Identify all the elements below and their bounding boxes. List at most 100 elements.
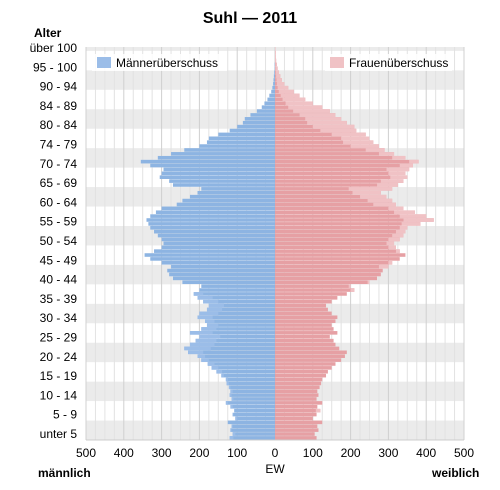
male-bar [234,408,275,413]
age-label: 35 - 39 [40,292,78,306]
female-surplus-bar [388,245,396,250]
female-bar [275,408,321,413]
male-bar [206,323,275,327]
female-bar [275,315,338,320]
male-bar [203,299,275,304]
legend-female-box [325,54,452,71]
male-bar [197,296,275,300]
female-bar [275,132,366,137]
male-bar [159,175,275,179]
female-surplus-bar [388,237,400,242]
female-surplus-bar [285,101,313,106]
female-surplus-bar [367,198,393,203]
male-bar [140,159,275,164]
female-bar [275,346,340,351]
male-bar [161,261,275,265]
male-bar [169,272,275,277]
male-bar [150,214,275,218]
female-surplus-bar [388,261,393,265]
male-bar [225,377,275,382]
female-surplus-bar [341,136,370,141]
male-bar [230,389,275,394]
age-label: unter 5 [40,427,78,441]
male-bar [226,381,275,386]
male-bar [206,307,275,312]
female-surplus-bar [343,140,374,144]
female-bar [275,397,317,401]
male-bar [182,280,275,285]
male-bar [157,155,275,160]
bars-layer [140,47,434,440]
x-tick-label: 400 [114,446,134,460]
age-label: 60 - 64 [40,195,78,209]
female-surplus-bar [395,249,400,253]
female-bar [275,253,406,257]
female-surplus-bar [388,171,406,176]
male-surplus-bar [229,393,232,397]
male-surplus-bar [230,389,233,394]
female-surplus-bar [307,120,347,125]
age-label: 50 - 54 [40,234,78,248]
male-side-label: männlich [38,466,91,480]
female-surplus-bar [399,225,408,230]
age-label: 25 - 29 [40,331,78,345]
female-bar [275,358,342,362]
female-surplus-bar [282,97,306,102]
female-surplus-bar [401,222,421,226]
male-bar [211,366,275,370]
male-surplus-bar [203,299,219,304]
male-surplus-bar [228,385,231,390]
male-bar [161,237,275,242]
female-bar [275,175,408,179]
male-surplus-bar [221,373,224,378]
male-bar [273,78,275,82]
female-bar [275,202,396,207]
male-surplus-bar [231,397,234,401]
female-bar [275,268,383,273]
female-surplus-bar [299,113,336,117]
female-bar [275,338,334,343]
female-bar [275,218,434,222]
male-surplus-bar [231,424,233,429]
chart-title: Suhl — 2011 [202,10,298,27]
x-tick-label: 100 [227,446,247,460]
male-bar [201,327,275,331]
female-surplus-bar [280,93,300,98]
female-surplus-bar [288,105,323,109]
male-surplus-bar [201,358,209,362]
male-bar [163,241,275,246]
female-bar [275,292,347,296]
female-surplus-bar [373,202,396,207]
female-surplus-bar [380,179,404,183]
female-bar [275,350,347,355]
male-bar [193,292,275,296]
female-surplus-bar [277,85,289,90]
male-surplus-bar [232,432,236,436]
female-bar [275,276,378,281]
female-bar [275,327,334,331]
age-label: 80 - 84 [40,118,78,132]
female-surplus-bar [276,74,281,78]
female-bar [275,299,332,304]
male-bar [146,218,275,222]
female-bar [275,393,319,397]
x-tick-label: 500 [76,446,96,460]
female-bar [275,381,322,386]
female-bar [275,369,328,374]
female-bar [275,362,336,366]
female-surplus-bar [348,187,393,191]
age-label: 55 - 59 [40,215,78,229]
female-bar [275,385,320,390]
female-bar [275,331,338,335]
female-surplus-bar [275,66,278,71]
male-bar [229,436,275,440]
male-bar [199,144,275,148]
female-bar [275,288,355,292]
male-surplus-bar [201,327,217,331]
female-surplus-bar [275,70,279,74]
male-surplus-bar [206,307,223,312]
female-bar [275,155,406,160]
male-bar [206,140,275,144]
male-bar [184,346,275,351]
